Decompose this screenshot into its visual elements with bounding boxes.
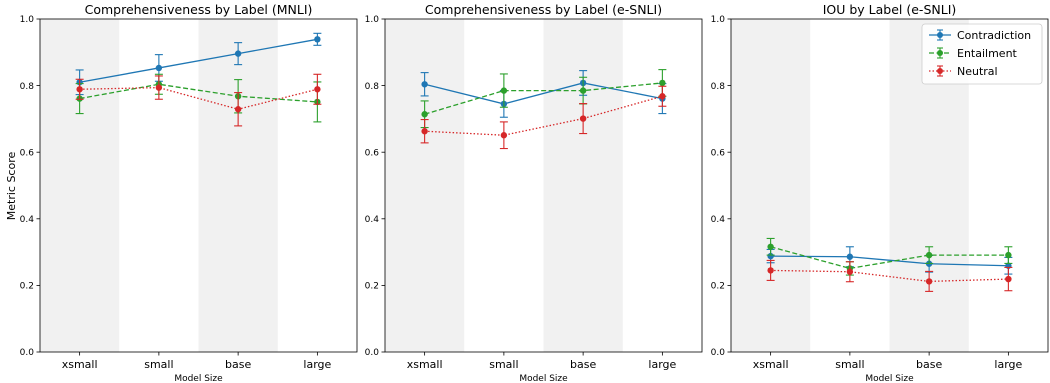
series-line-entailment <box>770 246 1009 270</box>
legend-marker-entailment <box>937 50 943 56</box>
x-tick-label: base <box>916 358 942 371</box>
x-tick-label: large <box>303 358 331 371</box>
data-point <box>846 268 854 275</box>
data-point <box>421 81 428 88</box>
y-tick-label: 0.8 <box>20 82 35 92</box>
shaded-band-base <box>198 19 278 352</box>
data-point <box>579 87 587 94</box>
shaded-band-xsmall <box>40 19 120 352</box>
x-axis-label: Model Size <box>865 374 914 383</box>
data-point <box>421 111 428 118</box>
legend-label-contradiction: Contradiction <box>957 29 1031 42</box>
data-point <box>500 87 508 94</box>
y-tick-label: 0.4 <box>365 215 380 225</box>
chart-title: IOU by Label (e-SNLI) <box>823 2 957 17</box>
legend-box <box>921 23 1043 85</box>
series-entailment <box>766 237 1013 276</box>
x-tick-label: base <box>225 358 251 371</box>
y-tick-label: 0.0 <box>711 348 726 358</box>
data-point <box>421 128 428 135</box>
axes-frame <box>384 18 703 353</box>
chart-panel-3: 0.0 0.2 0.4 0.6 0.8 1.0 xsmall small base large IO… <box>711 2 1049 383</box>
x-tick-label: small <box>489 358 518 371</box>
x-tick-label: small <box>144 358 173 371</box>
legend-marker-contradiction <box>937 32 943 38</box>
x-tick-label: small <box>835 358 864 371</box>
y-tick-label: 0.6 <box>20 148 35 158</box>
series-line-contradiction <box>79 38 318 83</box>
data-point <box>767 243 774 250</box>
y-tick-label: 0.0 <box>20 348 35 358</box>
data-point <box>659 93 666 100</box>
series-contradiction <box>75 32 322 96</box>
series-line-contradiction <box>424 82 663 105</box>
series-line-entailment <box>79 83 318 103</box>
series-neutral <box>766 259 1013 292</box>
data-point <box>76 86 83 93</box>
x-tick-label: xsmall <box>62 358 98 371</box>
data-point <box>234 106 242 113</box>
data-point <box>1005 275 1012 283</box>
y-tick-label: 0.2 <box>20 282 34 292</box>
data-point <box>500 132 508 139</box>
chart-title: Comprehensiveness by Label (e-SNLI) <box>425 2 662 17</box>
data-point <box>314 86 321 93</box>
x-tick-label: large <box>994 358 1022 371</box>
data-point <box>925 251 933 259</box>
x-axis-label: Model Size <box>174 374 223 383</box>
series-line-neutral <box>79 86 318 110</box>
chart-panel-2: 0.0 0.2 0.4 0.6 0.8 1.0 xsmall small base large Co… <box>365 2 703 383</box>
y-tick-label: 0.6 <box>365 148 380 158</box>
data-point <box>1005 251 1012 259</box>
y-tick-label: 0.8 <box>711 82 726 92</box>
y-tick-label: 0.2 <box>711 282 725 292</box>
series-line-neutral <box>424 95 663 136</box>
y-axis-label: Metric Score <box>5 152 18 221</box>
chart-panel-1: 0.0 0.2 0.4 0.6 0.8 1.0 xsmall small base large Co… <box>20 2 358 383</box>
data-point <box>767 252 774 260</box>
y-tick-label: 0.4 <box>711 215 726 225</box>
shaded-band-base <box>543 19 623 352</box>
shaded-band-xsmall <box>731 19 811 352</box>
shaded-band-xsmall <box>385 19 465 352</box>
data-point <box>314 36 321 43</box>
x-tick-label: large <box>648 358 676 371</box>
series-entailment <box>420 69 667 129</box>
y-tick-label: 0.4 <box>20 215 35 225</box>
x-tick-label: base <box>570 358 596 371</box>
x-tick-label: xsmall <box>407 358 443 371</box>
data-point <box>579 115 587 122</box>
chart-panels: 0.0 0.2 0.4 0.6 0.8 1.0 xsmall small base large Co… <box>20 2 1049 383</box>
y-tick-label: 0.2 <box>365 282 379 292</box>
y-tick-label: 1.0 <box>365 15 380 25</box>
chart-title: Comprehensiveness by Label (MNLI) <box>85 2 313 17</box>
y-tick-label: 1.0 <box>20 15 35 25</box>
data-point <box>846 253 854 260</box>
series-line-entailment <box>424 82 663 115</box>
legend: Contradiction Entailment Neutral <box>921 23 1043 85</box>
y-tick-label: 0.6 <box>711 148 726 158</box>
data-point <box>659 79 666 87</box>
legend-label-entailment: Entailment <box>957 47 1018 60</box>
legend-label-neutral: Neutral <box>957 65 998 78</box>
axes-frame <box>730 18 1049 353</box>
series-neutral <box>75 73 322 127</box>
series-line-contradiction <box>770 255 1009 267</box>
series-neutral <box>420 85 667 150</box>
y-tick-label: 1.0 <box>711 15 726 25</box>
data-point <box>767 267 774 274</box>
series-line-neutral <box>770 269 1009 283</box>
data-point <box>234 50 242 57</box>
y-tick-label: 0.8 <box>365 82 380 92</box>
x-tick-label: xsmall <box>753 358 789 371</box>
data-point <box>155 84 163 91</box>
data-point <box>155 64 163 72</box>
y-tick-label: 0.0 <box>365 348 380 358</box>
legend-marker-neutral <box>937 68 943 74</box>
data-point <box>925 278 933 285</box>
axes-frame <box>39 18 358 353</box>
x-axis-label: Model Size <box>519 374 568 383</box>
